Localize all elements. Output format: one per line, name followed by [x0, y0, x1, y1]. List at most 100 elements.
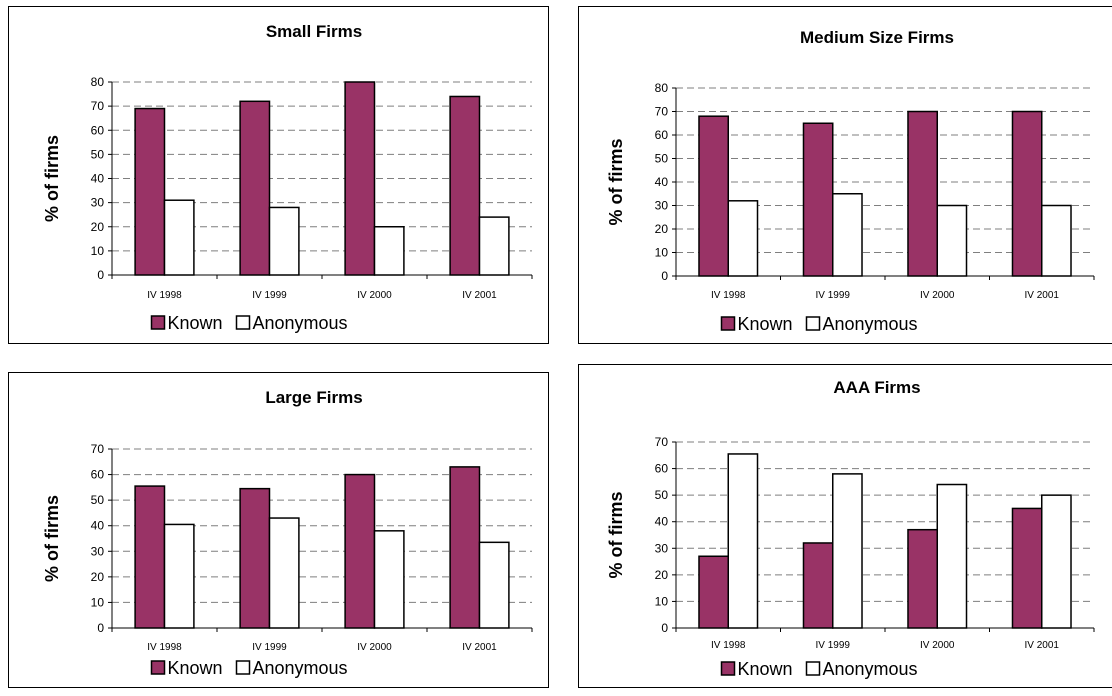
x-tick-label: IV 2001: [1025, 640, 1060, 651]
bar-anonymous: [373, 226, 405, 276]
legend-label-known: Known: [738, 314, 793, 334]
y-axis-label: % of firms: [42, 495, 62, 582]
bar-anonymous: [478, 541, 510, 629]
bar-anonymous: [727, 453, 759, 629]
chart-panel-large-firms: Large Firms 0 10 20 30 40 50 60 70 % of firms IV 1…: [8, 372, 549, 688]
legend-label-known: Known: [168, 313, 223, 333]
bar-anonymous: [936, 204, 968, 277]
y-tick-label: 70: [655, 105, 669, 119]
y-tick-label: 40: [91, 172, 105, 186]
y-tick-label: 60: [91, 123, 105, 137]
y-tick-label: 50: [91, 493, 105, 507]
bar-known: [1011, 110, 1043, 277]
bar-known: [134, 485, 166, 629]
x-tick-label: IV 1999: [816, 290, 851, 301]
y-axis-label: % of firms: [42, 135, 62, 222]
legend-swatch-known: [150, 660, 166, 675]
bar-anonymous: [373, 530, 405, 629]
y-tick-label: 10: [91, 244, 105, 258]
y-tick-label: 60: [655, 128, 669, 142]
bar-anonymous: [163, 523, 195, 629]
bar-known: [449, 95, 481, 276]
bar-known: [907, 110, 938, 277]
chart-panel-medium-firms: Medium Size Firms 0 10 20 30 40 50 60 70 80 % of f…: [578, 6, 1112, 344]
y-tick-label: 30: [655, 199, 669, 213]
y-tick-label: 20: [91, 220, 105, 234]
y-tick-label: 10: [91, 595, 105, 609]
x-tick-label: IV 2000: [357, 642, 392, 653]
bar-anonymous: [832, 193, 863, 277]
legend-label-known: Known: [738, 659, 793, 679]
y-tick-label: 0: [661, 269, 668, 283]
bar-known: [449, 466, 481, 629]
x-tick-label: IV 2000: [920, 640, 955, 651]
y-tick-label: 0: [97, 268, 104, 282]
y-tick-label: 60: [91, 468, 105, 482]
legend-swatch-anonymous: [805, 661, 821, 676]
y-tick-label: 50: [655, 488, 669, 502]
legend-swatch-known: [150, 315, 166, 330]
chart-panel-small-firms: Small Firms 0 10 20 30 40 50 60 70 80 % of firms IV…: [8, 6, 549, 344]
x-tick-label: IV 1998: [147, 290, 182, 301]
bar-anonymous: [1041, 204, 1072, 277]
bar-known: [802, 542, 834, 629]
legend-swatch-anonymous: [235, 315, 251, 330]
x-tick-label: IV 1999: [252, 642, 287, 653]
bar-known: [698, 115, 729, 277]
legend-label-anonymous: Anonymous: [253, 658, 348, 678]
y-tick-label: 20: [91, 570, 105, 584]
legend-label-anonymous: Anonymous: [823, 659, 918, 679]
x-tick-label: IV 2001: [462, 290, 497, 301]
y-tick-label: 40: [655, 515, 669, 529]
chart-title: AAA Firms: [833, 378, 920, 397]
legend-swatch-known: [720, 316, 736, 331]
bar-anonymous: [268, 206, 300, 276]
chart-title: Small Firms: [266, 22, 362, 41]
bar-known: [802, 122, 834, 277]
chart-svg: Medium Size Firms 0 10 20 30 40 50 60 70 80 % of f…: [606, 28, 1095, 334]
legend-swatch-anonymous: [805, 316, 821, 331]
y-axis-label: % of firms: [606, 491, 626, 578]
y-tick-label: 40: [91, 519, 105, 533]
chart-panel-aaa-firms: AAA Firms 0 10 20 30 40 50 60 70 % of firms IV 199…: [578, 364, 1112, 688]
y-tick-label: 50: [91, 147, 105, 161]
y-tick-label: 80: [91, 75, 105, 89]
legend-swatch-known: [720, 661, 736, 676]
y-tick-label: 10: [655, 594, 669, 608]
y-tick-label: 0: [661, 621, 668, 635]
x-tick-label: IV 2001: [1025, 290, 1060, 301]
y-tick-label: 20: [655, 568, 669, 582]
chart-svg: Small Firms 0 10 20 30 40 50 60 70 80 % of firms IV…: [42, 22, 533, 333]
x-tick-label: IV 1998: [711, 640, 746, 651]
legend-label-known: Known: [168, 658, 223, 678]
legend-swatch-anonymous: [235, 660, 251, 675]
bar-known: [239, 100, 271, 276]
x-tick-label: IV 1998: [147, 642, 182, 653]
bar-anonymous: [478, 216, 510, 276]
chart-svg: Large Firms 0 10 20 30 40 50 60 70 % of firms IV 1…: [42, 388, 533, 678]
bar-known: [344, 473, 376, 629]
y-tick-label: 30: [91, 544, 105, 558]
chart-title: Large Firms: [265, 388, 362, 407]
y-tick-label: 0: [97, 621, 104, 635]
y-tick-label: 70: [655, 435, 669, 449]
x-tick-label: IV 1999: [816, 640, 851, 651]
x-tick-label: IV 2000: [920, 290, 955, 301]
y-tick-label: 30: [655, 541, 669, 555]
bar-anonymous: [832, 473, 863, 629]
x-tick-label: IV 1998: [711, 290, 746, 301]
y-tick-label: 10: [655, 246, 669, 260]
bar-known: [134, 107, 166, 276]
chart-svg: AAA Firms 0 10 20 30 40 50 60 70 % of firms IV 199…: [606, 378, 1095, 679]
bar-anonymous: [936, 483, 968, 629]
bar-anonymous: [1041, 494, 1072, 629]
bar-known: [239, 487, 271, 629]
bar-known: [1011, 507, 1043, 629]
bar-known: [698, 555, 729, 629]
bar-anonymous: [268, 517, 300, 629]
y-axis-label: % of firms: [606, 138, 626, 225]
legend-label-anonymous: Anonymous: [253, 313, 348, 333]
chart-title: Medium Size Firms: [800, 28, 954, 47]
y-tick-label: 30: [91, 196, 105, 210]
x-tick-label: IV 1999: [252, 290, 287, 301]
